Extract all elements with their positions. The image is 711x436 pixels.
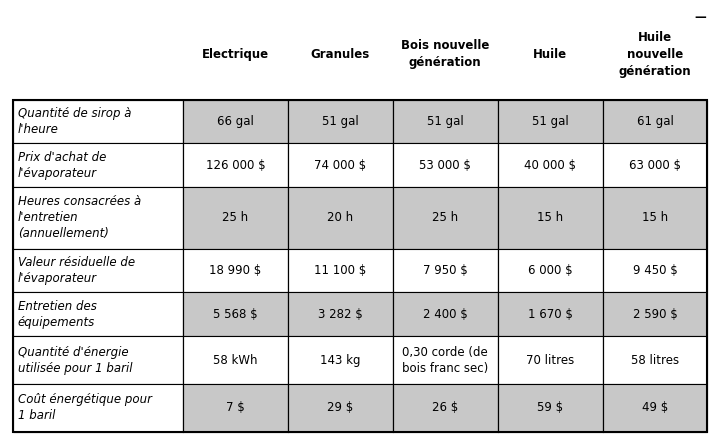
Bar [288,384,392,432]
Bar [288,293,392,336]
Text: 74 000 $: 74 000 $ [314,159,366,171]
Text: 63 000 $: 63 000 $ [629,159,681,171]
Text: Valeur résiduelle de
l'évaporateur: Valeur résiduelle de l'évaporateur [18,256,135,285]
Bar [602,293,707,336]
Bar [13,187,183,249]
Bar [288,249,392,293]
Bar [392,187,498,249]
Text: 25 h: 25 h [432,211,459,225]
Text: 18 990 $: 18 990 $ [209,264,262,277]
Text: 26 $: 26 $ [432,402,459,414]
Text: 5 568 $: 5 568 $ [213,308,258,321]
Bar [392,143,498,187]
Bar [13,293,183,336]
Text: 15 h: 15 h [537,211,563,225]
Text: 53 000 $: 53 000 $ [419,159,471,171]
Bar [183,100,288,143]
Bar [498,100,602,143]
Bar [183,336,288,384]
Bar [13,100,707,432]
Text: 6 000 $: 6 000 $ [528,264,572,277]
Bar [392,293,498,336]
Text: 58 litres: 58 litres [631,354,679,367]
Text: Huile
nouvelle
génération: Huile nouvelle génération [619,31,691,78]
Text: 61 gal: 61 gal [636,115,673,128]
Text: 1 670 $: 1 670 $ [528,308,572,321]
Bar [13,249,183,293]
Bar [498,187,602,249]
Bar [392,336,498,384]
Text: 59 $: 59 $ [537,402,563,414]
Text: 29 $: 29 $ [327,402,353,414]
Bar [602,143,707,187]
Bar [288,100,392,143]
Bar [498,293,602,336]
Text: 49 $: 49 $ [642,402,668,414]
Text: Bois nouvelle
génération: Bois nouvelle génération [401,39,489,69]
Text: 7 950 $: 7 950 $ [423,264,468,277]
Text: 51 gal: 51 gal [532,115,569,128]
Text: 40 000 $: 40 000 $ [524,159,576,171]
Bar [498,336,602,384]
Bar [13,336,183,384]
Text: 3 282 $: 3 282 $ [318,308,363,321]
Text: 126 000 $: 126 000 $ [205,159,265,171]
Bar [13,143,183,187]
Text: 25 h: 25 h [223,211,249,225]
Text: 143 kg: 143 kg [320,354,360,367]
Bar [183,384,288,432]
Text: 51 gal: 51 gal [322,115,358,128]
Text: —: — [694,11,706,24]
Bar [602,384,707,432]
Text: 15 h: 15 h [642,211,668,225]
Text: Quantité de sirop à
l'heure: Quantité de sirop à l'heure [18,107,132,136]
Text: Electrique: Electrique [202,48,269,61]
Bar [498,249,602,293]
Text: 20 h: 20 h [327,211,353,225]
Text: 0,30 corde (de
bois franc sec): 0,30 corde (de bois franc sec) [402,346,488,375]
Bar [288,336,392,384]
Text: 58 kWh: 58 kWh [213,354,257,367]
Text: 70 litres: 70 litres [526,354,574,367]
Text: Granules: Granules [311,48,370,61]
Bar [13,100,183,143]
Bar [602,336,707,384]
Text: Entretien des
équipements: Entretien des équipements [18,300,97,329]
Bar [288,143,392,187]
Text: Huile: Huile [533,48,567,61]
Bar [392,100,498,143]
Bar [288,187,392,249]
Bar [498,143,602,187]
Bar [602,187,707,249]
Text: 9 450 $: 9 450 $ [633,264,678,277]
Bar [498,384,602,432]
Bar [183,187,288,249]
Bar [392,384,498,432]
Text: Heures consacrées à
l'entretien
(annuellement): Heures consacrées à l'entretien (annuell… [18,195,141,240]
Text: Prix d'achat de
l'évaporateur: Prix d'achat de l'évaporateur [18,150,106,180]
Text: Quantité d'énergie
utilisée pour 1 baril: Quantité d'énergie utilisée pour 1 baril [18,346,132,375]
Text: 51 gal: 51 gal [427,115,464,128]
Bar [183,249,288,293]
Text: Coût énergétique pour
1 baril: Coût énergétique pour 1 baril [18,393,151,422]
Bar [13,384,183,432]
Bar [183,293,288,336]
Text: 2 590 $: 2 590 $ [633,308,678,321]
Text: 66 gal: 66 gal [217,115,254,128]
Bar [602,100,707,143]
Text: 11 100 $: 11 100 $ [314,264,366,277]
Bar [392,249,498,293]
Text: 2 400 $: 2 400 $ [423,308,468,321]
Bar [602,249,707,293]
Bar [183,143,288,187]
Text: 7 $: 7 $ [226,402,245,414]
